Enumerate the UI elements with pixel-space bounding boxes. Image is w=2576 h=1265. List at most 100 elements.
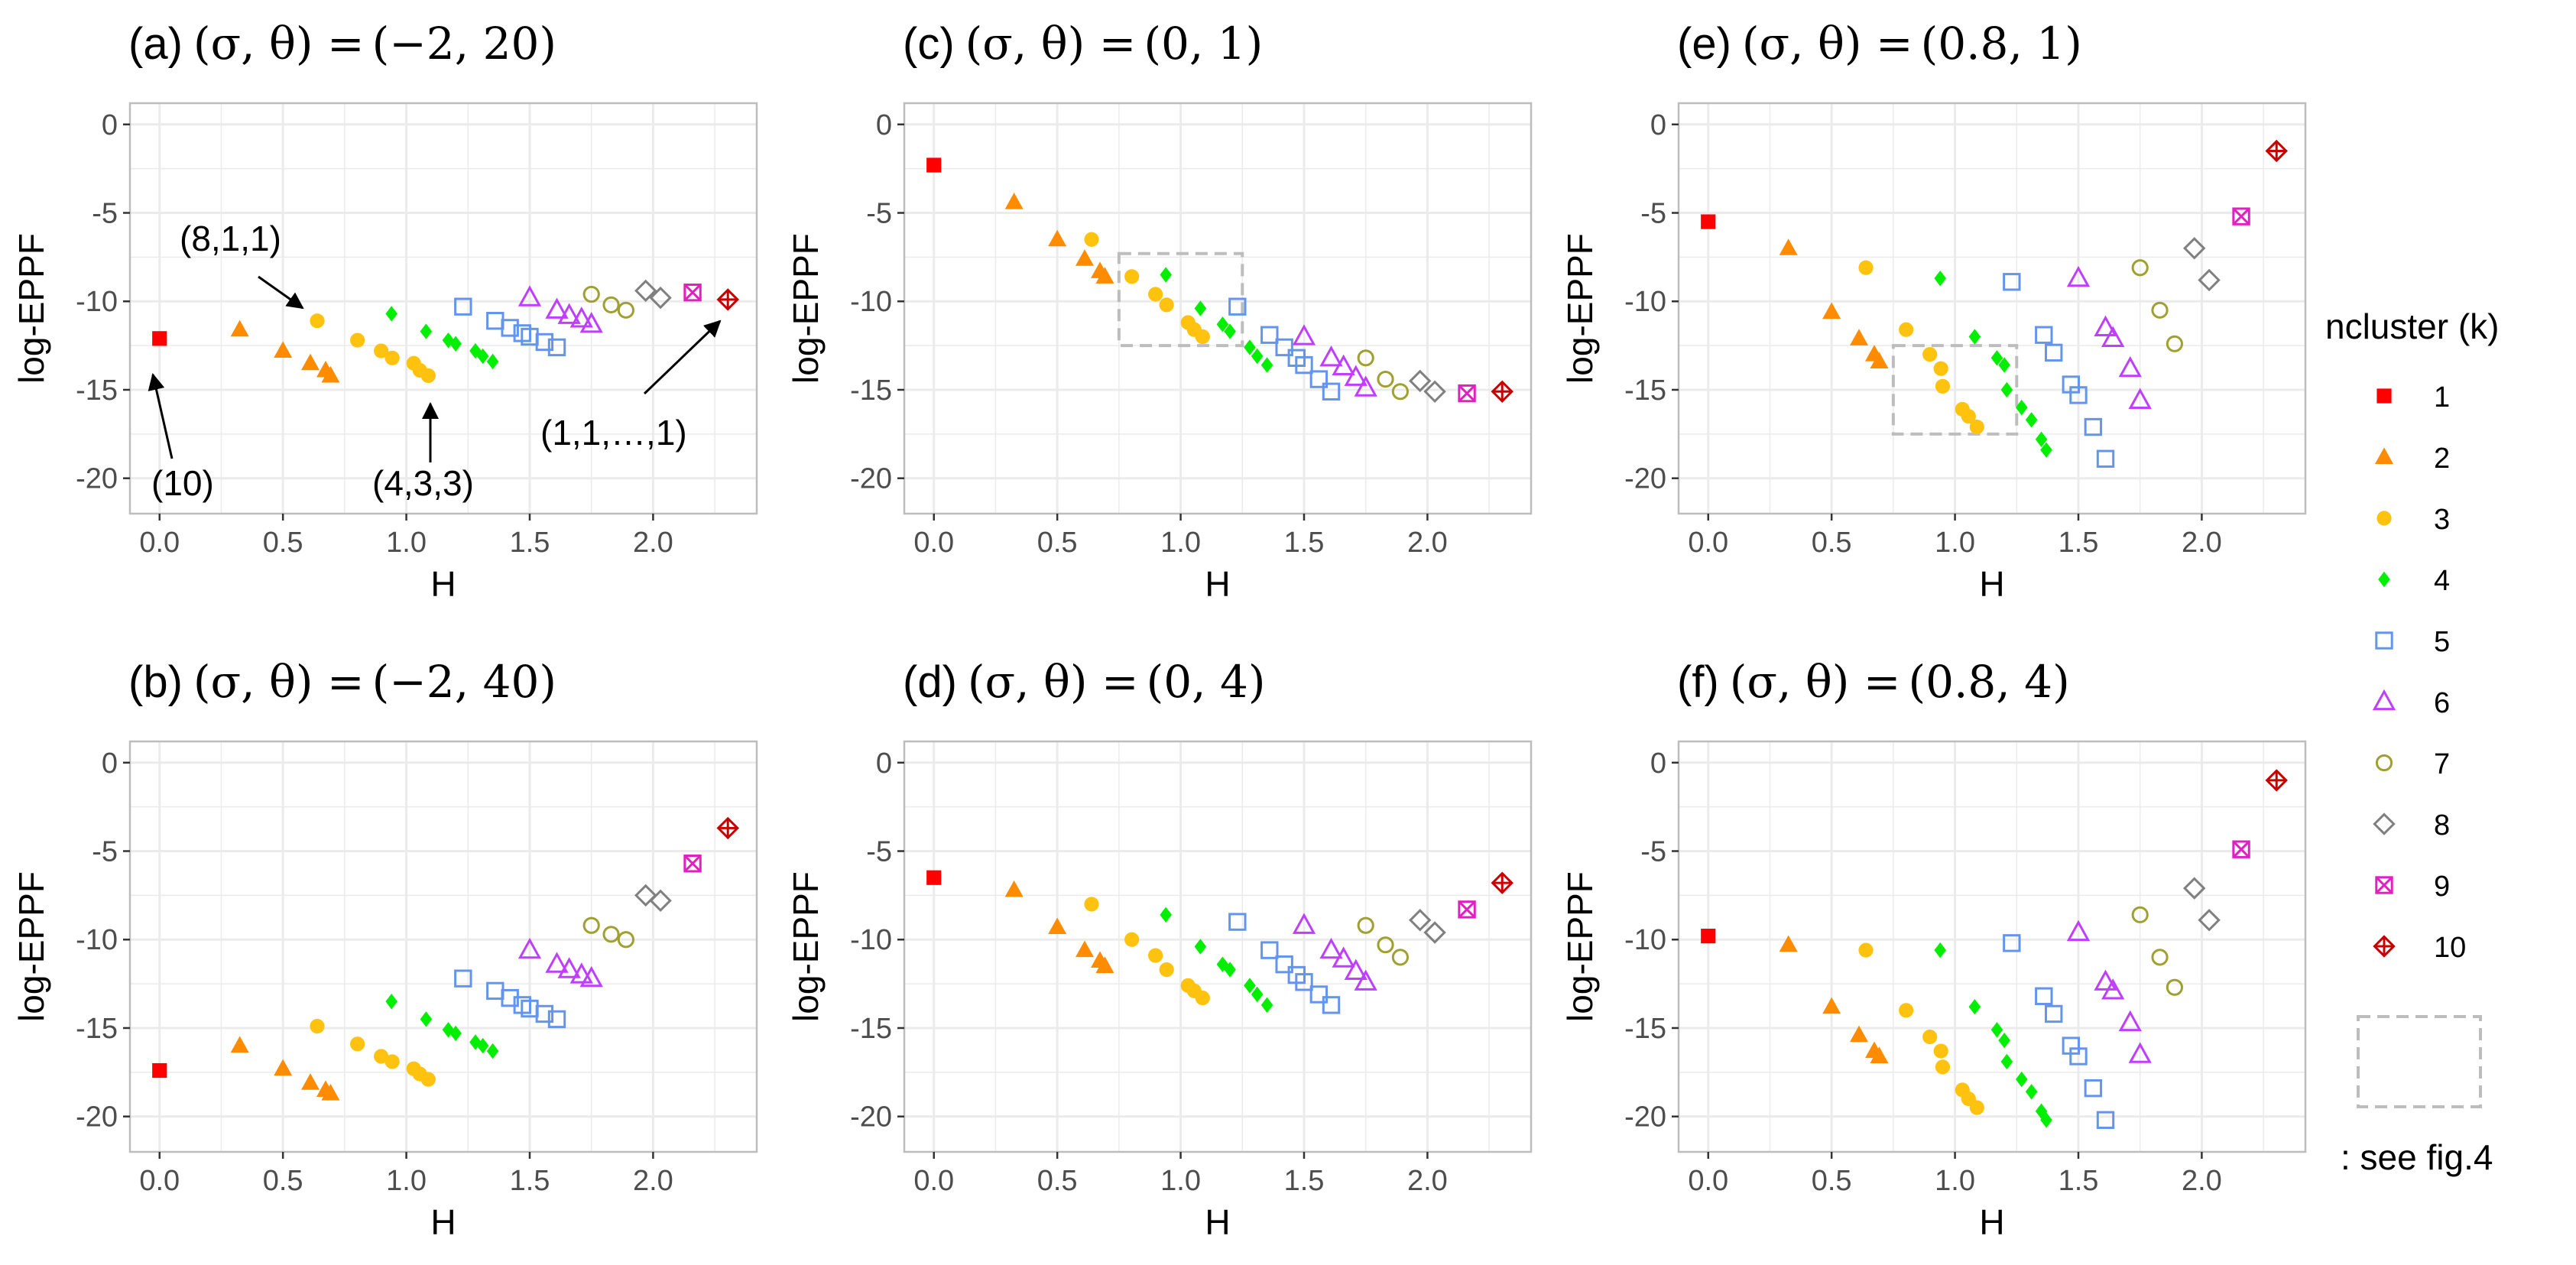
panel-label: (f) [1677,657,1719,707]
series-k6 [2066,920,2152,1063]
annotation-arrow [148,373,174,459]
data-point [1260,357,1273,373]
legend-title: ncluster (k) [2325,307,2499,346]
data-point [2003,273,2021,291]
data-point [274,1059,293,1076]
data-point [1194,939,1207,955]
param-symbols: (σ, θ) = [1742,18,1913,70]
panel-c: (c) (σ, θ) = (0, 1) 0 -5 -10 -15 -20 0.0 0.5 1.0 1.… [786,18,1533,604]
data-point [1935,378,1951,394]
series-k7 [582,916,634,949]
legend-item: 7 [2375,748,2450,780]
data-point [2094,969,2117,991]
series-k6 [1292,324,1377,397]
param-values: (0.8, 4) [1908,656,2069,708]
series-k2 [1779,935,1889,1064]
data-point [2131,906,2149,923]
data-point [2066,920,2091,942]
series-k7 [582,285,634,319]
data-point [449,1025,462,1042]
data-point [683,283,702,302]
data-point [1933,1043,1948,1059]
data-point [1075,249,1094,266]
data-point [1934,942,1947,958]
panel-border [903,102,1533,515]
data-point [1998,357,2010,373]
x-tick-label: 1.5 [1284,1165,1325,1197]
data-point [1332,946,1355,968]
data-point [2265,769,2288,792]
y-tick-label: -20 [76,1101,118,1134]
data-point [1309,370,1329,388]
data-point [1933,361,1948,376]
data-point [1292,324,1316,345]
data-point [1048,917,1067,935]
data-point [1458,900,1476,919]
data-point [1159,962,1174,978]
series-k5 [2003,934,2115,1130]
x-tick-label: 0.0 [913,527,954,559]
legend-item: 8 [2373,809,2450,842]
legend-label: 5 [2434,626,2450,658]
data-point [1194,300,1207,316]
data-point [1095,956,1114,973]
data-point [1391,383,1409,401]
data-point [1344,958,1367,981]
data-point [469,342,482,359]
x-axis-label: H [1205,564,1230,604]
data-point [1148,948,1163,963]
data-point [1275,338,1293,357]
x-axis-label: H [1205,1202,1230,1242]
data-point [1228,913,1247,931]
legend-label: 10 [2434,932,2466,964]
data-point [602,926,620,943]
data-point [230,319,249,337]
y-tick-label: -5 [92,836,118,868]
data-point [1275,955,1293,974]
annotation-arrow [258,275,304,310]
data-point [1004,880,1024,897]
data-point [2035,987,2053,1006]
data-point [2101,326,2125,347]
x-tick-label: 0.0 [1688,527,1728,559]
series-k5 [1228,297,1341,401]
data-point [420,323,433,339]
legend-label: 9 [2434,871,2450,903]
y-axis-label: log-EPPF [1560,233,1600,384]
data-point [2232,840,2250,858]
grid [904,741,1531,1152]
x-tick-label: 2.0 [2182,527,2222,559]
data-point [1195,329,1210,345]
legend-label: 2 [2434,443,2450,475]
panel-title: (a) (σ, θ) = (−2, 20) [128,18,556,70]
param-values: (−2, 20) [372,18,556,70]
data-point [1935,1059,1951,1075]
data-point [274,341,293,358]
data-point [310,1019,325,1034]
legend-label: 6 [2434,687,2450,719]
legend-item: 2 [2375,443,2450,475]
data-point [2066,265,2091,287]
data-point [385,306,398,322]
series-k2 [230,319,340,383]
series-k3 [310,1019,436,1087]
series-k6 [2066,265,2152,409]
data-point [1969,419,1984,435]
data-point [2166,335,2183,352]
data-point [1357,916,1374,934]
data-point [1084,897,1099,912]
data-point [420,368,436,384]
y-axis-label: log-EPPF [11,233,51,384]
x-tick-label: 0.5 [1037,1165,1078,1197]
data-point [634,279,657,303]
data-point [569,307,593,328]
series-k10 [2265,139,2288,163]
data-point [1870,1046,1889,1064]
series-k3 [1084,897,1210,1006]
data-point [1779,935,1798,952]
series-k2 [1004,880,1114,973]
data-point [517,937,542,959]
series-k9 [2232,840,2250,858]
y-tick-label: -5 [866,198,892,230]
data-point [2151,301,2169,319]
